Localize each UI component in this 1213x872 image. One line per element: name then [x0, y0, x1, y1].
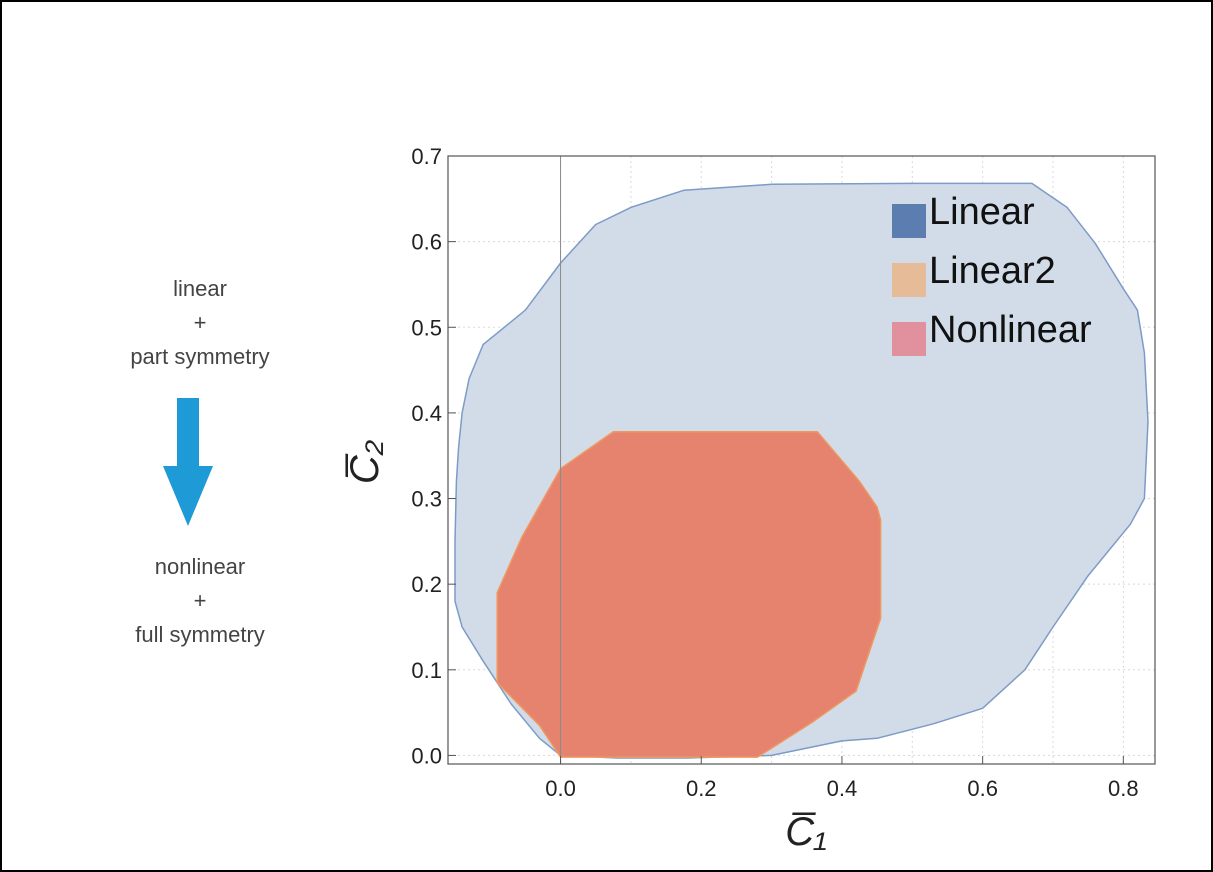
y-tick-label: 0.7: [411, 144, 442, 169]
legend-label-nonlinear: Nonlinear: [929, 309, 1092, 351]
down-arrow-icon: [163, 398, 213, 526]
plot-frame: [447, 155, 1156, 765]
annotation-bottom: nonlinear + full symmetry: [90, 550, 310, 652]
axis-ticks: 0.0 0.2 0.4 0.6 0.8 0.0 0.1 0.2 0.3 0.4 0.5 0.6 0.7: [411, 144, 1138, 801]
annotation-top-line-3: part symmetry: [130, 344, 270, 369]
down-arrow-head: [163, 466, 213, 526]
region-areas: [454, 156, 1149, 764]
y-tick-label: 0.4: [411, 401, 442, 426]
legend-label-linear2: Linear2: [929, 250, 1056, 292]
legend-swatch-nonlinear: [892, 322, 926, 356]
x-tick-label: 0.6: [967, 776, 998, 801]
y-tick-label: 0.0: [411, 743, 442, 768]
y-axis-label: C̅₂: [343, 440, 387, 484]
x-tick-label: 0.8: [1108, 776, 1139, 801]
y-tick-label: 0.1: [411, 658, 442, 683]
annotation-bottom-line-1: nonlinear: [154, 554, 246, 579]
annotation-top-line-1: linear: [173, 276, 227, 301]
annotation-bottom-line-2: +: [193, 588, 207, 613]
annotation-top-line-2: +: [193, 310, 207, 335]
x-tick-label: 0.0: [545, 776, 576, 801]
legend-swatch-linear: [892, 204, 926, 238]
legend-swatch-linear2: [892, 263, 926, 297]
annotation-bottom-line-3: full symmetry: [135, 622, 265, 647]
x-tick-label: 0.4: [827, 776, 858, 801]
x-axis-label: C̅₁: [785, 810, 827, 854]
y-tick-label: 0.3: [411, 487, 442, 512]
region-nonlinear: [496, 430, 882, 758]
y-tick-label: 0.6: [411, 230, 442, 255]
y-tick-label: 0.5: [411, 315, 442, 340]
legend: Linear Linear2 Nonlinear: [892, 191, 1092, 356]
annotation-top: linear + part symmetry: [90, 272, 310, 374]
y-tick-label: 0.2: [411, 572, 442, 597]
legend-label-linear: Linear: [929, 191, 1035, 233]
down-arrow-shaft: [177, 398, 199, 468]
x-tick-label: 0.2: [686, 776, 717, 801]
